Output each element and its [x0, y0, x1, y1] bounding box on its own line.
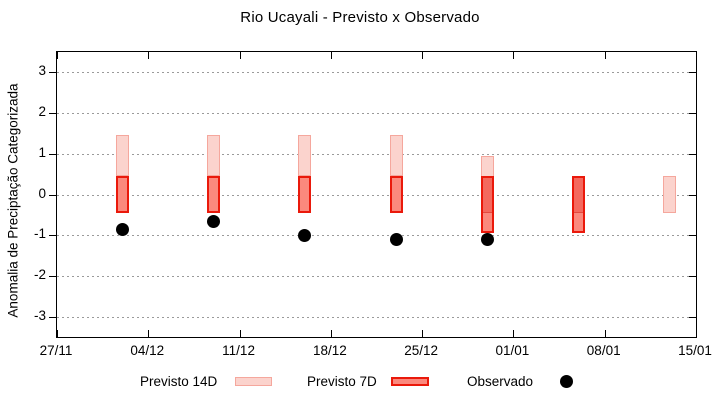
y-tick-right: [689, 276, 696, 278]
previsto14-bar: [663, 176, 677, 213]
previsto-overlap-segment: [574, 178, 584, 213]
x-tick-bottom: [239, 330, 241, 337]
previsto14-bar: [389, 135, 403, 177]
observado-dot: [389, 232, 403, 246]
y-tick-label: 3: [38, 62, 46, 78]
chart-title: Rio Ucayali - Previsto x Observado: [240, 9, 480, 26]
legend-observado-dot: [560, 375, 573, 388]
y-tick-right: [689, 194, 696, 196]
legend-swatch-previsto-14d: [235, 377, 272, 386]
x-tick-bottom: [148, 330, 150, 337]
x-tick-bottom: [57, 330, 58, 337]
previsto14-bar: [115, 135, 129, 177]
x-tick-bottom: [513, 330, 515, 337]
x-tick-bottom: [696, 330, 697, 337]
y-tick-right: [689, 153, 696, 155]
x-tick-top: [330, 52, 332, 59]
y-tick-right: [689, 317, 696, 319]
observado-dot: [480, 232, 494, 246]
previsto14-bar: [298, 135, 312, 177]
x-tick-label: 11/12: [222, 343, 255, 358]
y-tick-right: [689, 235, 696, 237]
x-tick-label: 08/01: [586, 343, 621, 358]
gridline: [57, 194, 696, 196]
previsto7-bar: [389, 176, 403, 213]
x-tick-top: [422, 52, 424, 59]
y-tick-left: [49, 194, 57, 196]
y-tick-left: [49, 235, 57, 237]
y-tick-label: -2: [33, 267, 46, 283]
gridline: [57, 153, 696, 155]
observado-dot: [298, 228, 312, 242]
observado-dot: [115, 222, 129, 236]
x-tick-bottom: [422, 330, 424, 337]
x-tick-top: [57, 52, 58, 59]
y-tick-label: 2: [38, 103, 46, 119]
x-tick-label: 25/12: [404, 343, 439, 358]
previsto14-bar: [206, 135, 220, 177]
gridline: [57, 317, 696, 319]
plot-area: [49, 51, 697, 338]
x-tick-top: [513, 52, 515, 59]
x-tick-label: 04/12: [130, 343, 165, 358]
y-tick-left: [49, 153, 57, 155]
x-tick-top: [696, 52, 697, 59]
y-tick-right: [689, 71, 696, 73]
y-tick-label: -1: [33, 226, 46, 242]
gridline: [57, 276, 696, 278]
x-tick-label: 01/01: [495, 343, 530, 358]
x-tick-top: [604, 52, 606, 59]
legend-label-previsto-14d: Previsto 14D: [140, 374, 218, 389]
y-tick-label: -3: [33, 308, 46, 324]
y-tick-left: [49, 276, 57, 278]
y-tick-left: [49, 71, 57, 73]
legend-label-previsto-7d: Previsto 7D: [307, 374, 377, 389]
x-tick-label: 15/01: [678, 343, 712, 358]
gridline: [57, 235, 696, 237]
legend-swatch-previsto-7d: [391, 377, 429, 386]
previsto7-bar: [206, 176, 220, 213]
gridline: [57, 112, 696, 114]
x-tick-top: [239, 52, 241, 59]
x-tick-label: 18/12: [312, 343, 347, 358]
y-tick-right: [689, 112, 696, 114]
x-tick-label: 27/11: [39, 343, 73, 358]
previsto7-bar: [115, 176, 129, 213]
previsto7-bar: [298, 176, 312, 213]
previsto-overlap-segment: [482, 178, 492, 213]
y-tick-label: 1: [38, 144, 46, 160]
x-tick-top: [148, 52, 150, 59]
x-tick-bottom: [330, 330, 332, 337]
y-tick-left: [49, 317, 57, 319]
observado-dot: [206, 214, 220, 228]
gridline: [57, 71, 696, 73]
x-tick-bottom: [604, 330, 606, 337]
y-tick-left: [49, 112, 57, 114]
y-tick-label: 0: [38, 185, 46, 201]
legend-label-observado: Observado: [467, 374, 534, 389]
